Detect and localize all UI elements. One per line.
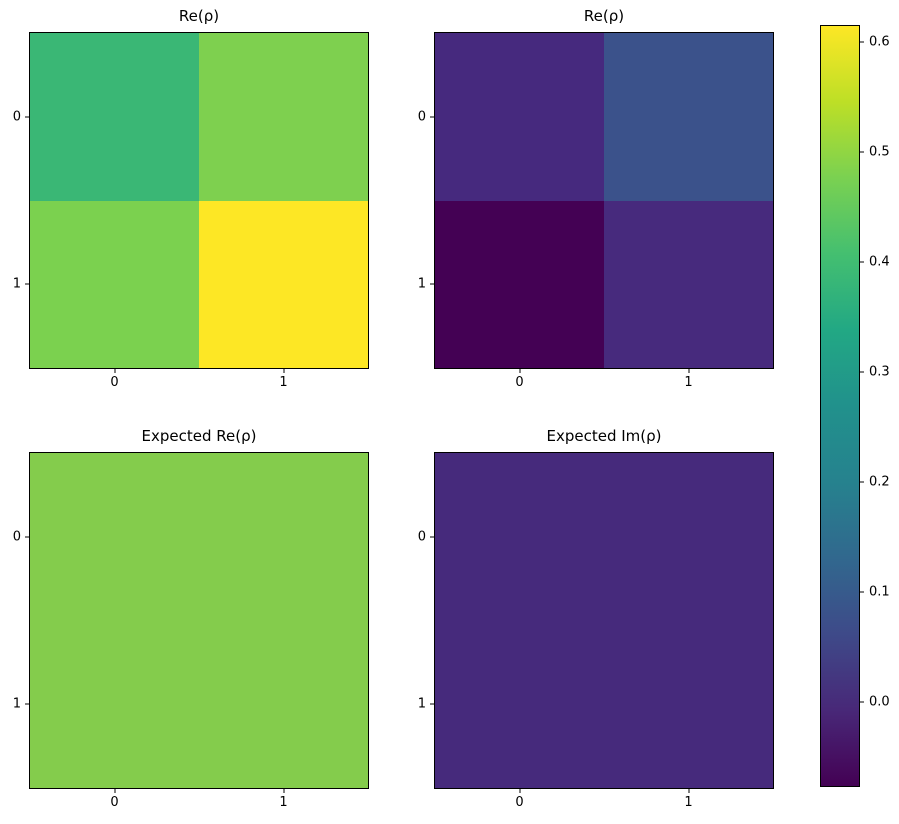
subplot-expected-re: Expected Re(ρ) 0 1 0 1 (13, 427, 369, 809)
y-tick-label: 0 (12, 109, 21, 125)
x-tick-label: 1 (684, 375, 693, 390)
plot-title: Expected Re(ρ) (141, 427, 257, 445)
heatmap-cell-0-1 (604, 453, 773, 621)
y-tick-label: 1 (417, 276, 426, 292)
colorbar-tick-label: 0.4 (869, 254, 890, 270)
colorbar: 0.6 0.5 0.4 0.3 0.2 0.1 0.0 (820, 25, 890, 787)
heatmap-cell-0-0 (435, 33, 604, 201)
heatmap-cell-1-0 (30, 620, 199, 788)
colorbar-tick-mark (860, 591, 864, 593)
y-tick-label: 0 (417, 109, 426, 125)
y-tick-label: 1 (12, 696, 21, 712)
colorbar-tick-mark (860, 151, 864, 153)
colorbar-tick-mark (860, 41, 864, 43)
plot-title: Expected Im(ρ) (546, 427, 662, 445)
colorbar-tick-label: 0.3 (869, 364, 890, 380)
subplot-measured-im: Re(ρ) 0 1 0 1 (418, 7, 774, 389)
x-tick-label: 1 (279, 375, 288, 390)
y-tick-label: 0 (417, 529, 426, 545)
subplot-measured-re: Re(ρ) 0 1 0 1 (13, 7, 369, 389)
x-tick-mark (519, 789, 520, 793)
x-tick-mark (688, 369, 689, 373)
heatmap-grid (435, 453, 773, 788)
colorbar-tick-label: 0.1 (869, 584, 890, 600)
y-tick-mark (25, 116, 29, 118)
heatmap-cell-0-1 (604, 33, 773, 201)
x-tick-mark (283, 369, 284, 373)
heatmap-cell-1-1 (604, 620, 773, 788)
y-tick-label: 1 (417, 696, 426, 712)
plot-title: Re(ρ) (583, 7, 625, 25)
y-tick-mark (430, 536, 434, 538)
colorbar-tick-mark (860, 261, 864, 263)
y-tick-label: 1 (12, 276, 21, 292)
y-tick-mark (25, 703, 29, 705)
colorbar-tick-label: 0.2 (869, 474, 890, 490)
x-tick-label: 0 (110, 375, 119, 390)
colorbar-tick-mark (860, 701, 864, 703)
x-tick-label: 0 (110, 795, 119, 810)
heatmap-cell-1-0 (435, 620, 604, 788)
heatmap-grid (435, 33, 773, 368)
x-tick-label: 1 (684, 795, 693, 810)
x-tick-label: 0 (515, 375, 524, 390)
colorbar-tick-mark (860, 371, 864, 373)
heatmap-grid (30, 453, 368, 788)
heatmap-cell-1-0 (435, 200, 604, 368)
heatmap-cell-1-0 (30, 200, 199, 368)
heatmap-cell-1-1 (604, 200, 773, 368)
colorbar-tick-label: 0.6 (869, 34, 890, 50)
y-tick-label: 0 (12, 529, 21, 545)
plot-title: Re(ρ) (178, 7, 220, 25)
heatmap-cell-0-0 (30, 453, 199, 621)
heatmap-cell-0-0 (30, 33, 199, 201)
subplot-expected-im: Expected Im(ρ) 0 1 0 1 (418, 427, 774, 809)
y-tick-mark (25, 536, 29, 538)
x-tick-label: 0 (515, 795, 524, 810)
y-tick-mark (25, 283, 29, 285)
x-tick-mark (688, 789, 689, 793)
colorbar-tick-mark (860, 481, 864, 483)
heatmap-cell-0-0 (435, 453, 604, 621)
colorbar-tick-label: 0.0 (869, 694, 890, 710)
heatmap-cell-0-1 (199, 453, 368, 621)
heatmap-cell-1-1 (199, 620, 368, 788)
y-tick-mark (430, 283, 434, 285)
colorbar-tick-label: 0.5 (869, 144, 890, 160)
heatmap-cell-0-1 (199, 33, 368, 201)
x-tick-mark (519, 369, 520, 373)
x-tick-mark (114, 369, 115, 373)
y-tick-mark (430, 116, 434, 118)
y-tick-mark (430, 703, 434, 705)
heatmap-cell-1-1 (199, 200, 368, 368)
x-tick-mark (114, 789, 115, 793)
x-tick-mark (283, 789, 284, 793)
x-tick-label: 1 (279, 795, 288, 810)
heatmap-grid (30, 33, 368, 368)
